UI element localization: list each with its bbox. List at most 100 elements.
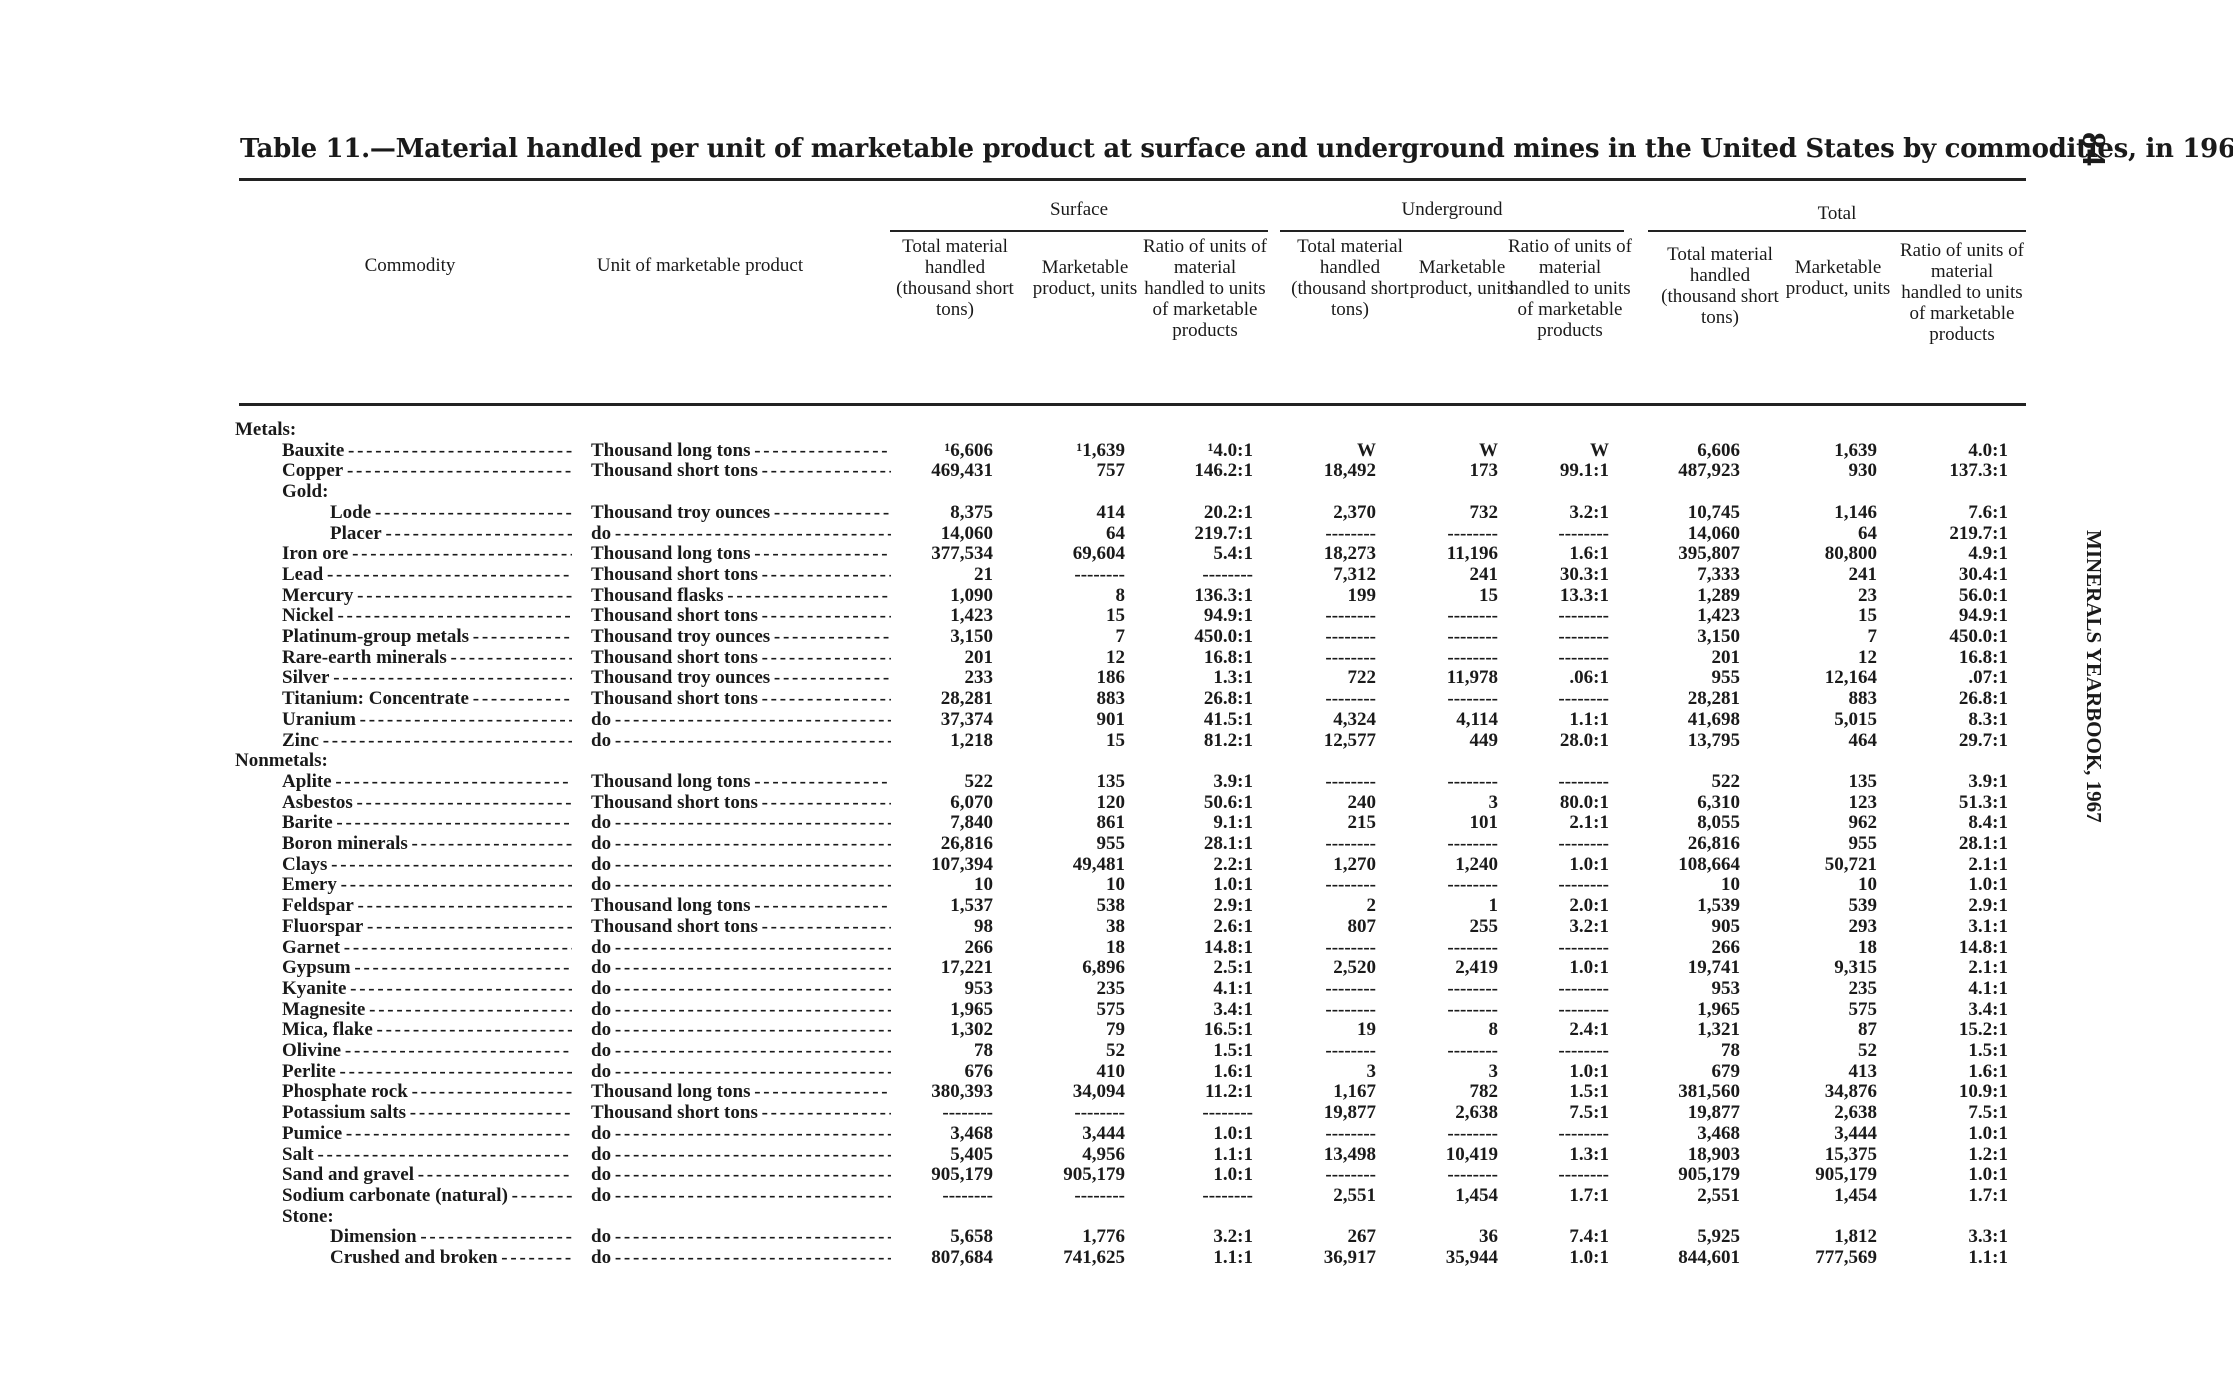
cell: 8,375 xyxy=(950,501,993,523)
cell: 955 xyxy=(1711,667,1741,689)
cell: 1,454 xyxy=(1455,1184,1498,1206)
cell: 2,551 xyxy=(1697,1184,1740,1206)
cell: 10 xyxy=(1106,874,1125,896)
cell: -------- xyxy=(1325,1122,1376,1144)
cell: 905,179 xyxy=(1815,1164,1877,1186)
cell: -------- xyxy=(1558,1122,1609,1144)
cell: 3 xyxy=(1488,791,1499,813)
unit: Thousand short tons xyxy=(591,565,891,585)
cell: 395,807 xyxy=(1678,543,1740,565)
cell: 14,060 xyxy=(940,522,993,544)
cell: 3.1:1 xyxy=(1968,915,2008,937)
cell: 1,302 xyxy=(950,1019,993,1041)
unit: Thousand short tons xyxy=(591,648,891,668)
cell: -------- xyxy=(1447,770,1498,792)
cell: 380,393 xyxy=(931,1081,993,1103)
commodity: Fluorspar xyxy=(282,917,572,937)
header-rule xyxy=(239,403,2026,406)
section-title: Metals: xyxy=(235,419,297,440)
cell: 12,164 xyxy=(1824,667,1877,689)
cell: 4,324 xyxy=(1333,708,1376,730)
unit: do xyxy=(591,710,891,730)
cell: 905,179 xyxy=(931,1164,993,1186)
unit: do xyxy=(591,1186,891,1206)
cell: 1,539 xyxy=(1697,895,1740,917)
cell: 201 xyxy=(964,646,994,668)
cell: 16.5:1 xyxy=(1203,1019,1253,1041)
cell: 1,270 xyxy=(1333,853,1376,875)
unit: do xyxy=(591,875,891,895)
cell: 28.0:1 xyxy=(1559,729,1609,751)
cell: 3.2:1 xyxy=(1213,1226,1253,1248)
cell: 777,569 xyxy=(1815,1247,1877,1268)
cell: 5,405 xyxy=(950,1143,993,1165)
unit: Thousand long tons xyxy=(591,772,891,792)
cell: 28,281 xyxy=(1687,688,1740,710)
cell: W xyxy=(1590,439,1609,461)
cell: 7 xyxy=(1867,626,1878,647)
cell: 449 xyxy=(1469,729,1499,751)
cell: 101 xyxy=(1469,812,1499,834)
cell: 28,281 xyxy=(940,688,993,710)
column-header: Marketable product, units xyxy=(1409,257,1515,299)
cell: 1,090 xyxy=(950,584,993,606)
cell: 3,150 xyxy=(950,626,993,647)
cell: 16.8:1 xyxy=(1203,646,1253,668)
cell: -------- xyxy=(1447,688,1498,710)
commodity: Bauxite xyxy=(282,441,572,461)
cell: 450.0:1 xyxy=(1194,626,1253,647)
cell: 1,146 xyxy=(1834,501,1877,523)
cell: 120 xyxy=(1096,791,1126,813)
cell: -------- xyxy=(1325,833,1376,854)
cell: 15 xyxy=(1106,605,1125,627)
cell: -------- xyxy=(1325,936,1376,958)
commodity: Uranium xyxy=(282,710,572,730)
cell: -------- xyxy=(1325,1164,1376,1186)
cell: 3,444 xyxy=(1834,1122,1877,1144)
cell: -------- xyxy=(1558,874,1609,896)
cell: 538 xyxy=(1096,895,1126,917)
cell: ¹6,606 xyxy=(944,439,993,461)
cell: 575 xyxy=(1096,998,1126,1020)
commodity: Gypsum xyxy=(282,958,572,978)
commodity: Garnet xyxy=(282,938,572,958)
column-header: Ratio of units of material handled to un… xyxy=(1507,236,1633,341)
cell: ¹1,639 xyxy=(1076,439,1125,461)
cell: 215 xyxy=(1347,812,1377,834)
column-header: Ratio of units of material handled to un… xyxy=(1899,240,2025,345)
cell: 1.0:1 xyxy=(1213,1122,1253,1144)
cell: 235 xyxy=(1096,977,1126,999)
cell: 26.8:1 xyxy=(1203,688,1253,710)
cell: 18 xyxy=(1106,936,1125,958)
unit: do xyxy=(591,524,891,544)
cell: -------- xyxy=(1558,1164,1609,1186)
commodity: Boron minerals xyxy=(282,834,572,854)
cell: 2,520 xyxy=(1333,957,1376,979)
cell: -------- xyxy=(1447,646,1498,668)
cell: 1.0:1 xyxy=(1968,874,2008,896)
commodity: Silver xyxy=(282,668,572,688)
cell: -------- xyxy=(1074,1184,1125,1206)
cell: 52 xyxy=(1858,1040,1877,1061)
cell: -------- xyxy=(1447,874,1498,896)
cell: 137.3:1 xyxy=(1949,460,2008,482)
cell: 1,167 xyxy=(1333,1081,1376,1103)
cell: 1,423 xyxy=(1697,605,1740,627)
cell: 41.5:1 xyxy=(1203,708,1253,730)
cell: 1.3:1 xyxy=(1213,667,1253,689)
unit: Thousand short tons xyxy=(591,1103,891,1123)
cell: 953 xyxy=(964,977,994,999)
cell: 99.1:1 xyxy=(1559,460,1609,482)
cell: 1.0:1 xyxy=(1968,1122,2008,1144)
unit: Thousand troy ounces xyxy=(591,627,891,647)
cell: 18 xyxy=(1858,936,1877,958)
commodity: Titanium: Concentrate xyxy=(282,689,572,709)
cell: 12,577 xyxy=(1323,729,1376,751)
cell: 7 xyxy=(1115,626,1126,647)
cell: 7,312 xyxy=(1333,563,1376,585)
cell: 6,896 xyxy=(1082,957,1125,979)
cell: 807 xyxy=(1347,915,1377,937)
commodity: Zinc xyxy=(282,731,572,751)
unit: Thousand troy ounces xyxy=(591,668,891,688)
column-header: Marketable product, units xyxy=(1032,257,1138,299)
